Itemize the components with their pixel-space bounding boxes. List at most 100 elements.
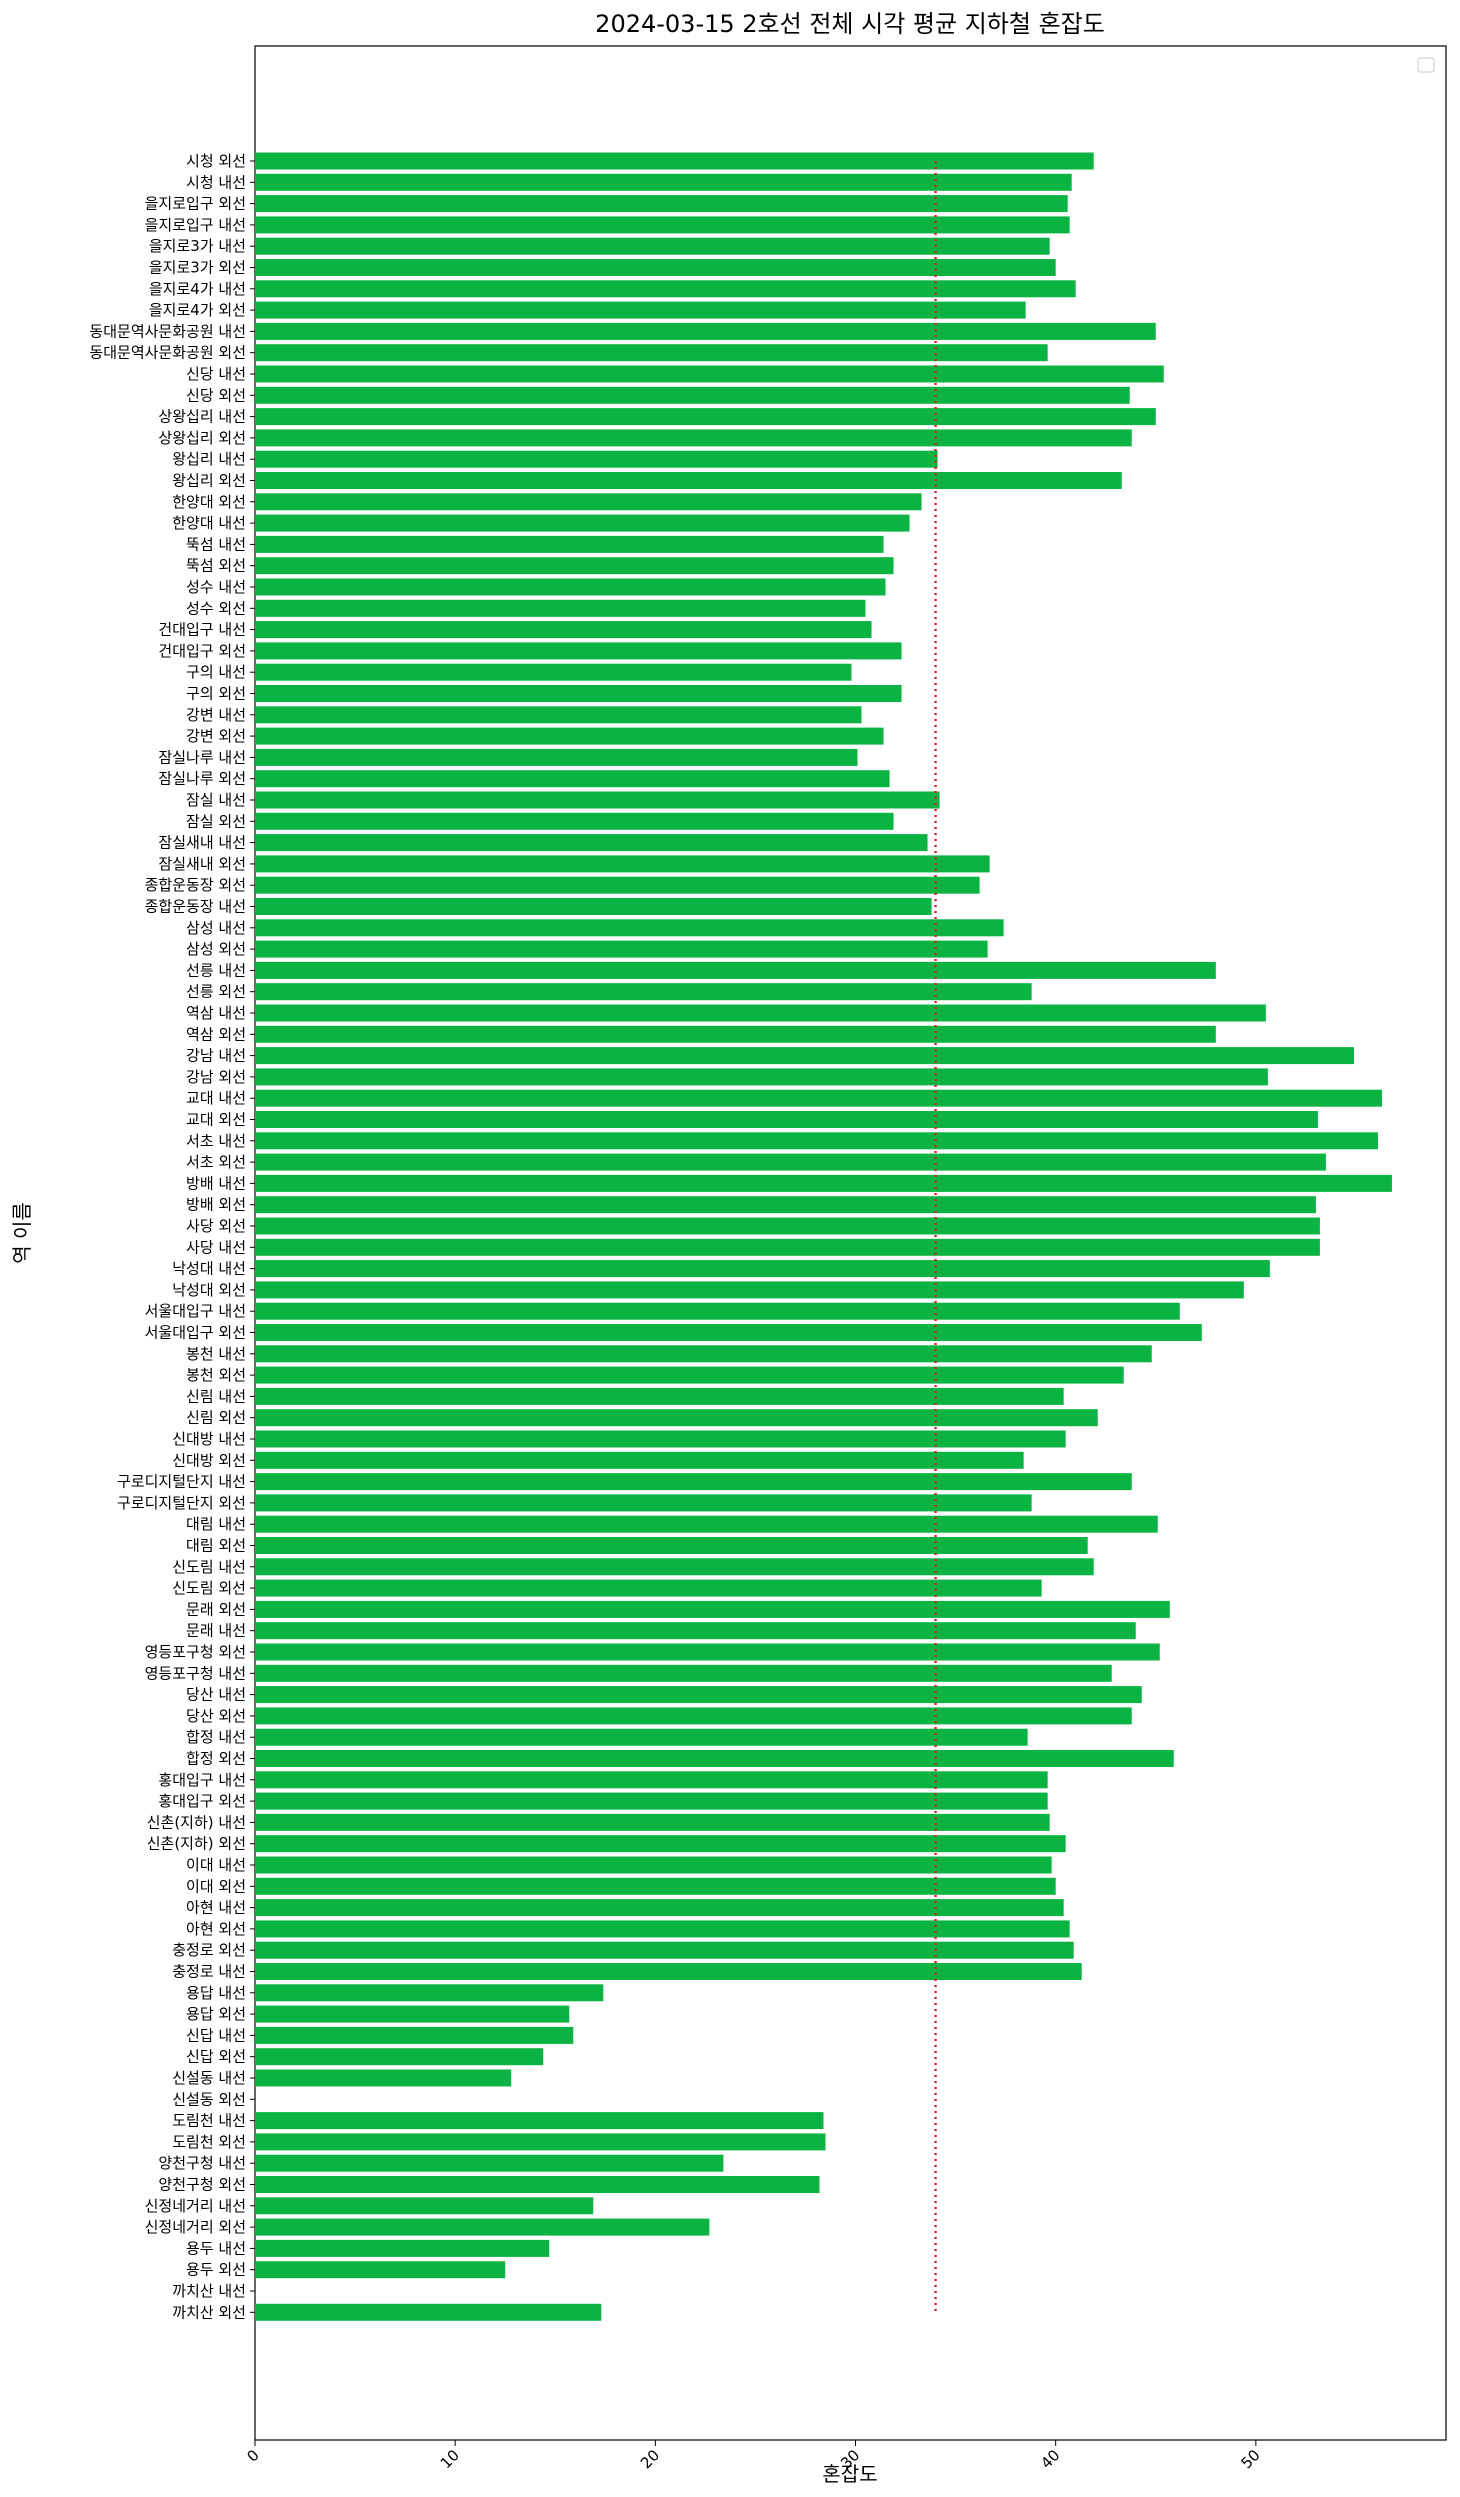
category-label: 잠실나루 외선 [158,770,246,788]
category-label: 역삼 내선 [186,1004,246,1022]
bar [255,2197,594,2215]
bar [255,2005,570,2023]
category-label: 왕십리 내선 [172,450,246,468]
category-label: 선릉 내선 [186,961,246,979]
category-label: 양천구청 내선 [158,2154,246,2172]
bar [255,1600,1170,1618]
bar [255,1324,1202,1341]
category-label: 신대방 내선 [172,1430,246,1448]
bar [255,152,1094,170]
category-label: 합정 외선 [186,1750,246,1768]
bar [255,599,866,617]
category-label: 봉천 내선 [186,1345,246,1363]
bar [255,2218,710,2236]
bar [255,1302,1180,1320]
category-label: 합정 내선 [186,1728,246,1746]
category-label: 신답 외선 [186,2048,246,2066]
bar [255,1473,1132,1491]
category-label: 방배 외선 [186,1196,246,1214]
bar [255,2176,820,2193]
bar [255,557,894,575]
legend-box [1417,57,1435,73]
category-label: 구의 내선 [186,663,246,681]
category-label: 신대방 외선 [172,1451,246,1469]
bar [255,1068,1268,1086]
bar [255,1089,1382,1107]
category-label: 구로디지털단지 외선 [117,1494,246,1512]
bar [255,1004,1266,1022]
bar [255,685,902,702]
bar [255,748,858,766]
category-label: 신정네거리 내선 [145,2197,246,2215]
bar [255,1132,1378,1150]
category-label: 문래 외선 [186,1600,246,1618]
bar [255,2303,602,2321]
category-label: 을지로4가 내선 [149,280,246,298]
category-label: 도림천 내선 [172,2112,246,2130]
category-label: 신도림 외선 [172,1579,246,1597]
bar [255,1174,1392,1192]
category-label: 뚝섬 내선 [186,535,246,553]
category-label: 강남 내선 [186,1047,246,1065]
bar [255,1813,1050,1831]
bar [255,770,890,788]
bar [255,1430,1066,1448]
category-label: 한양대 외선 [172,493,246,511]
category-label: 홍대입구 외선 [158,1792,246,1810]
category-label: 뚝섬 외선 [186,557,246,575]
bar [255,983,1032,1001]
bar [255,2261,506,2279]
category-label: 영등포구청 내선 [145,1664,246,1682]
category-label: 용답 내선 [186,1984,246,2002]
bar [255,898,932,915]
category-label: 신림 외선 [186,1409,246,1427]
bar [255,2048,544,2066]
bar [255,855,990,873]
category-label: 을지로3가 내선 [149,237,246,255]
category-label: 잠실나루 내선 [158,748,246,766]
category-label: 신림 내선 [186,1387,246,1405]
x-tick-label: 20 [637,2446,663,2472]
bar [255,578,886,596]
bar [255,2133,826,2151]
bar [255,1196,1316,1214]
category-label: 신촌(지하) 내선 [147,1813,246,1831]
bar [255,301,1026,319]
x-ticks-group: 0 10 20 30 40 50 [243,2440,1264,2472]
category-label: 아현 외선 [186,1920,246,1938]
category-label: 신당 내선 [186,365,246,383]
category-label: 서울대입구 외선 [145,1324,246,1342]
x-tick-label: 50 [1237,2446,1263,2472]
category-label: 상왕십리 외선 [158,429,246,447]
x-tick-label: 0 [243,2446,262,2465]
bar [255,1153,1326,1171]
bar [255,1515,1158,1533]
category-label: 구로디지털단지 내선 [117,1473,246,1491]
chart-title: 2024-03-15 2호선 전체 시각 평균 지하철 혼잡도 [595,10,1105,38]
category-label: 용두 외선 [186,2261,246,2279]
category-label: 을지로입구 외선 [145,195,246,213]
x-tick-label: 10 [437,2446,463,2472]
bar [255,344,1048,362]
bar [255,1366,1124,1384]
bar [255,1920,1070,1938]
category-label: 아현 내선 [186,1899,246,1917]
category-label: 신당 외선 [186,386,246,404]
bar [255,1558,1094,1576]
bar [255,1728,1028,1746]
bar [255,1345,1152,1363]
category-label: 종합운동장 외선 [145,876,246,894]
bar [255,365,1164,383]
bar [255,2112,824,2130]
bar [255,727,884,745]
bar [255,1835,1066,1853]
bar [255,1260,1270,1278]
category-label: 역삼 외선 [186,1025,246,1043]
bar [255,791,940,809]
category-label: 선릉 외선 [186,983,246,1001]
bar [255,173,1072,191]
category-label: 이대 외선 [186,1877,246,1895]
bar [255,2069,512,2087]
bar [255,1494,1032,1512]
